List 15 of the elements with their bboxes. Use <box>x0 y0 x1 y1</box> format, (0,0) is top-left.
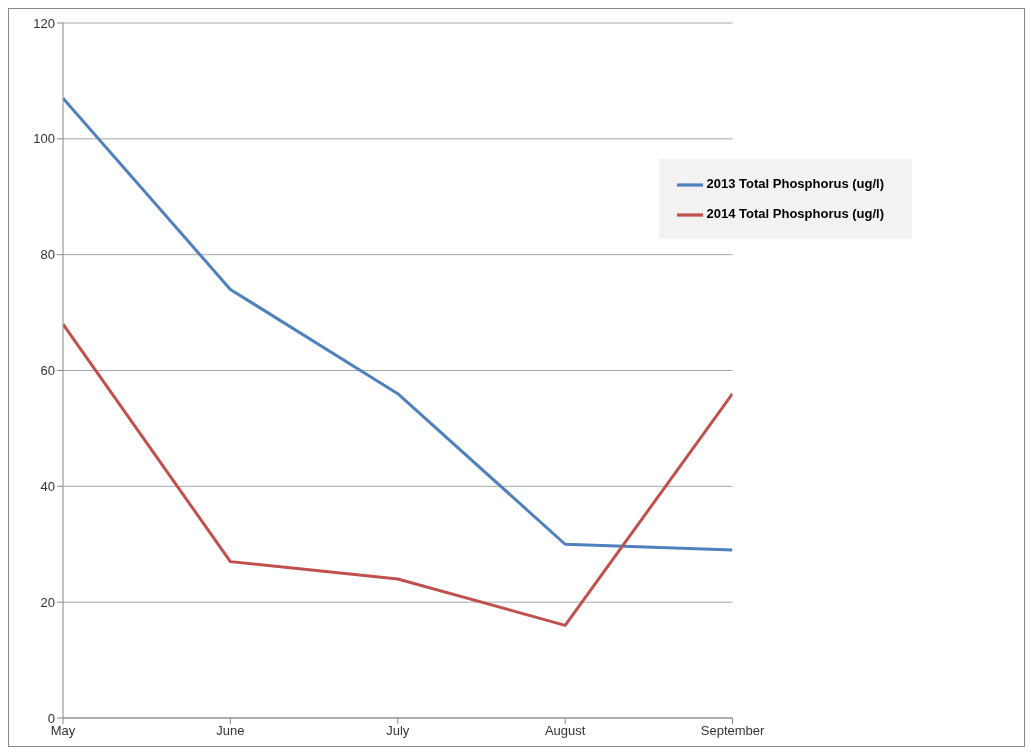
x-tick-label: August <box>544 723 586 739</box>
legend-label: 2014 Total Phosphorus (ug/l) <box>706 206 884 221</box>
legend-label: 2013 Total Phosphorus (ug/l) <box>706 176 884 191</box>
y-tick-label: 100 <box>33 131 55 147</box>
y-tick-label: 60 <box>40 363 55 379</box>
x-tick-label: May <box>50 723 76 739</box>
y-tick-label: 120 <box>33 15 55 31</box>
x-tick-label: September <box>700 723 766 739</box>
y-tick-label: 0 <box>47 710 55 726</box>
y-tick-label: 80 <box>40 247 55 263</box>
line-series <box>63 322 733 627</box>
x-tick-label: July <box>386 723 410 739</box>
x-tick-label: June <box>216 723 245 739</box>
y-tick-label: 20 <box>40 594 55 610</box>
y-tick-label: 40 <box>40 478 55 494</box>
